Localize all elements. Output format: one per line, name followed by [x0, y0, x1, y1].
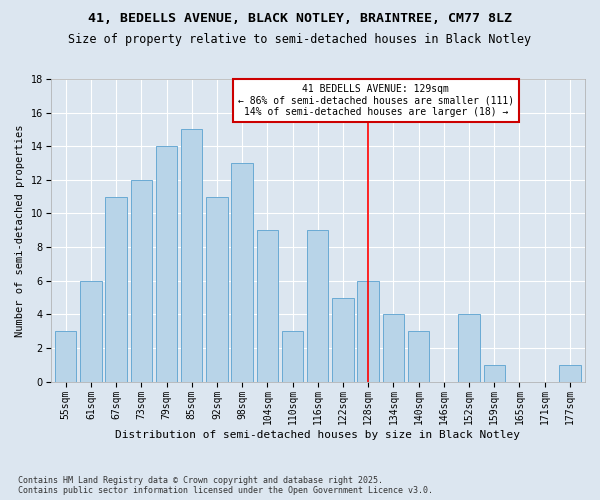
Bar — [206, 196, 227, 382]
X-axis label: Distribution of semi-detached houses by size in Black Notley: Distribution of semi-detached houses by … — [115, 430, 520, 440]
Bar — [232, 163, 253, 382]
Bar — [307, 230, 328, 382]
Text: 41, BEDELLS AVENUE, BLACK NOTLEY, BRAINTREE, CM77 8LZ: 41, BEDELLS AVENUE, BLACK NOTLEY, BRAINT… — [88, 12, 512, 26]
Bar — [332, 298, 354, 382]
Y-axis label: Number of semi-detached properties: Number of semi-detached properties — [15, 124, 25, 336]
Bar — [106, 196, 127, 382]
Bar — [484, 364, 505, 382]
Text: Contains HM Land Registry data © Crown copyright and database right 2025.
Contai: Contains HM Land Registry data © Crown c… — [18, 476, 433, 495]
Bar — [80, 280, 101, 382]
Bar — [383, 314, 404, 382]
Text: 41 BEDELLS AVENUE: 129sqm
← 86% of semi-detached houses are smaller (111)
14% of: 41 BEDELLS AVENUE: 129sqm ← 86% of semi-… — [238, 84, 514, 117]
Bar — [559, 364, 581, 382]
Bar — [282, 331, 303, 382]
Bar — [408, 331, 430, 382]
Bar — [55, 331, 76, 382]
Text: Size of property relative to semi-detached houses in Black Notley: Size of property relative to semi-detach… — [68, 32, 532, 46]
Bar — [181, 130, 202, 382]
Bar — [156, 146, 177, 382]
Bar — [131, 180, 152, 382]
Bar — [257, 230, 278, 382]
Bar — [358, 280, 379, 382]
Bar — [458, 314, 480, 382]
